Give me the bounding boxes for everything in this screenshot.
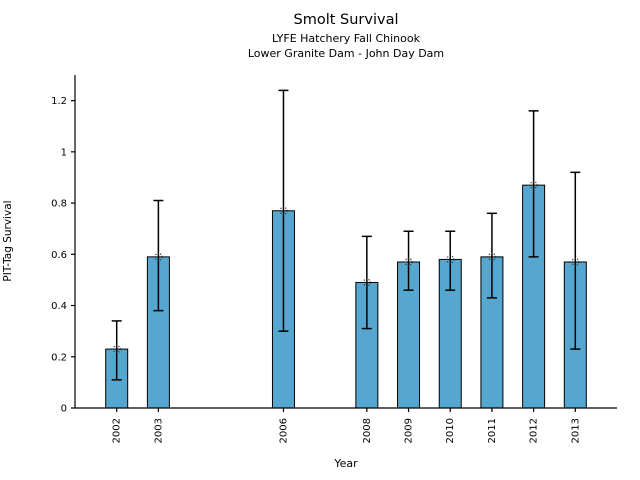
point-marker-2010 — [446, 255, 455, 264]
y-tick-label: 1 — [61, 147, 67, 158]
chart-title: Smolt Survival — [293, 12, 399, 28]
point-marker-2011 — [487, 252, 497, 261]
y-tick-label: 0.8 — [51, 199, 67, 210]
axes-layer: 0 0.2 0.4 0.6 0.8 1 1.2 2002 2003 2006 2008 2009 201… — [51, 75, 617, 443]
x-tick-label: 2002 — [112, 418, 123, 443]
y-tick-label: 1.2 — [51, 96, 67, 107]
bars-layer — [105, 184, 587, 409]
x-tick-label: 2011 — [487, 418, 498, 443]
point-marker-2002 — [112, 344, 121, 354]
x-tick-label: 2003 — [153, 418, 164, 443]
y-tick-label: 0.4 — [51, 301, 67, 312]
y-tick-label: 0.6 — [51, 250, 67, 261]
point-marker-2009 — [404, 257, 413, 267]
chart-subtitle-line1: LYFE Hatchery Fall Chinook — [272, 32, 420, 45]
x-tick-label: 2006 — [278, 418, 289, 443]
y-tick-label: 0.2 — [51, 352, 67, 363]
point-marker-2012 — [529, 181, 538, 190]
chart-subtitle-line2: Lower Granite Dam - John Day Dam — [247, 47, 445, 60]
error-bars-layer — [111, 89, 581, 381]
x-tick-label: 2009 — [404, 418, 415, 443]
x-tick-label: 2012 — [529, 418, 540, 443]
point-marker-2003 — [154, 252, 163, 261]
markers-layer — [112, 181, 580, 354]
y-tick-label: 0 — [61, 404, 67, 415]
x-axis-label: Year — [334, 457, 358, 470]
x-tick-label: 2008 — [362, 418, 373, 443]
point-marker-2008 — [362, 278, 371, 287]
x-tick-label: 2013 — [570, 418, 581, 443]
point-marker-2006 — [279, 206, 288, 215]
point-marker-2013 — [571, 257, 580, 267]
x-tick-label: 2010 — [445, 418, 456, 443]
